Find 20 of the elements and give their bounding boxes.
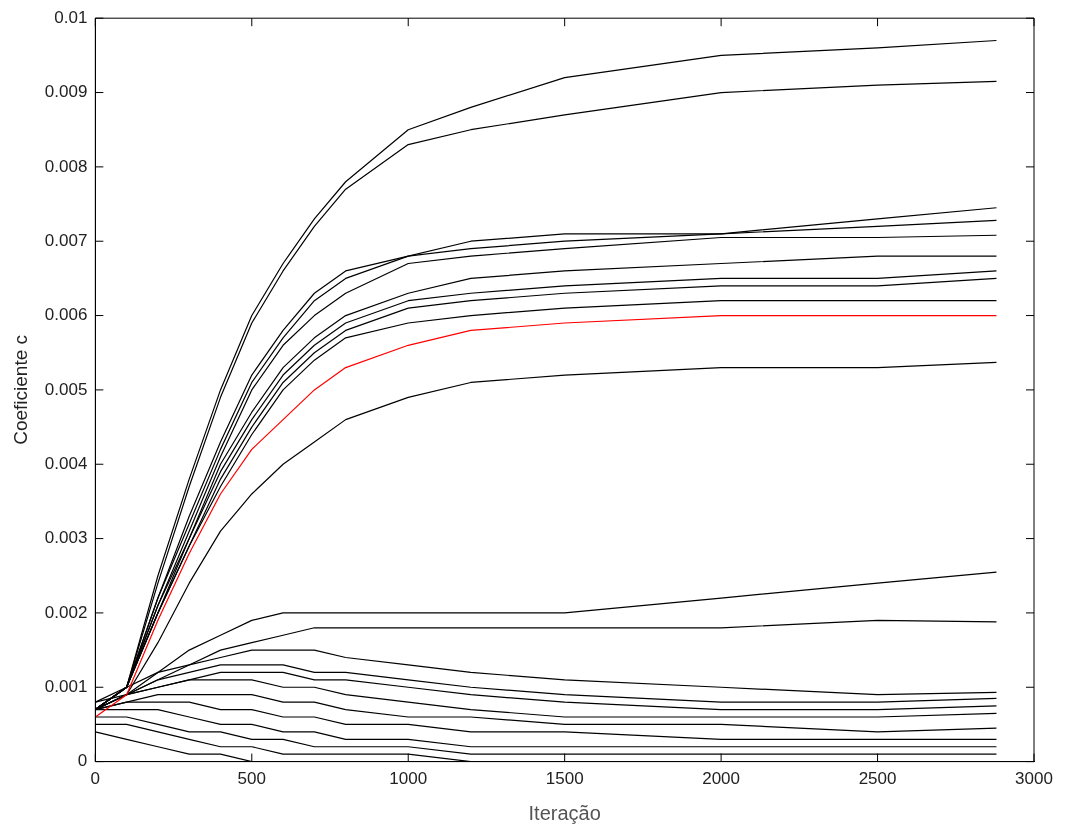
x-tick-label: 500 (237, 769, 266, 789)
y-tick-label: 0 (77, 751, 88, 771)
y-tick-label: 0.001 (44, 676, 88, 696)
x-tick-label: 2500 (858, 769, 897, 789)
x-tick-label: 1500 (545, 769, 584, 789)
y-tick-label: 0.007 (44, 230, 88, 250)
y-axis-title: Coeficiente c (9, 334, 31, 445)
y-tick-label: 0.003 (44, 528, 88, 548)
x-tick-label: 1000 (389, 769, 428, 789)
x-tick-label: 3000 (1015, 769, 1053, 789)
y-tick-label: 0.006 (44, 305, 88, 325)
y-tick-label: 0.002 (44, 602, 88, 622)
y-tick-label: 0.004 (44, 453, 88, 473)
x-tick-label: 0 (90, 769, 101, 789)
x-axis-title: Iteração (528, 801, 601, 824)
x-tick-label: 2000 (702, 769, 741, 789)
y-tick-label: 0.005 (44, 379, 88, 399)
y-tick-label: 0.009 (44, 82, 88, 102)
y-tick-label: 0.008 (44, 156, 88, 176)
y-tick-label: 0.01 (54, 7, 88, 27)
